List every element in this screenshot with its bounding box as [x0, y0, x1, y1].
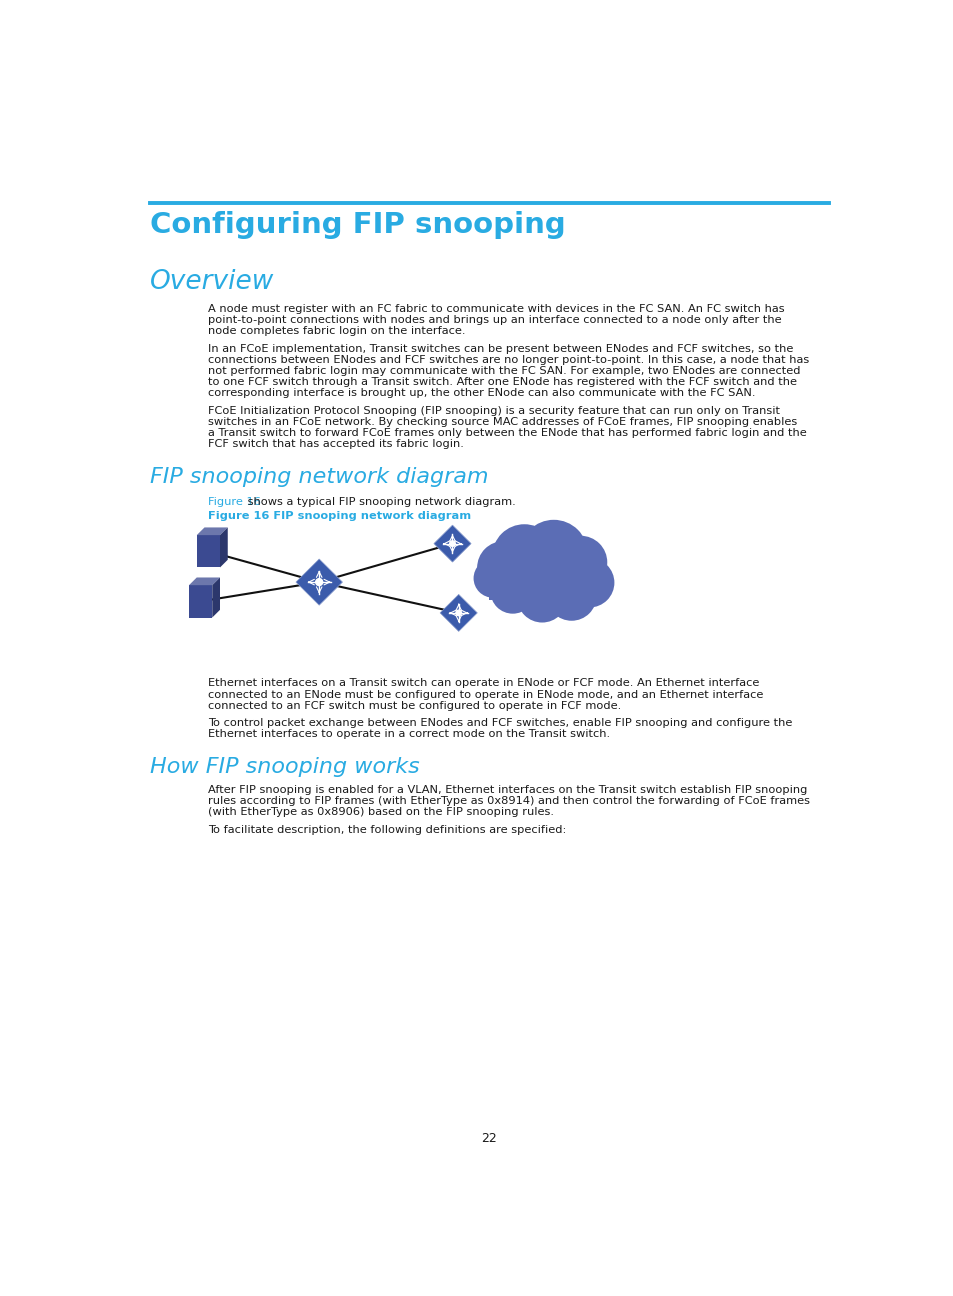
- Text: Configuring FIP snooping: Configuring FIP snooping: [150, 211, 565, 238]
- Text: Figure 16 FIP snooping network diagram: Figure 16 FIP snooping network diagram: [208, 511, 471, 521]
- Text: a Transit switch to forward FCoE frames only between the ENode that has performe: a Transit switch to forward FCoE frames …: [208, 428, 806, 438]
- Polygon shape: [439, 595, 476, 631]
- Text: Ethernet interfaces to operate in a correct mode on the Transit switch.: Ethernet interfaces to operate in a corr…: [208, 730, 610, 739]
- Circle shape: [553, 535, 607, 588]
- Text: Ethernet interfaces on a Transit switch can operate in ENode or FCF mode. An Eth: Ethernet interfaces on a Transit switch …: [208, 678, 759, 688]
- Text: connections between ENodes and FCF switches are no longer point-to-point. In thi: connections between ENodes and FCF switc…: [208, 355, 809, 365]
- Circle shape: [546, 572, 596, 621]
- Text: to one FCF switch through a Transit switch. After one ENode has registered with : to one FCF switch through a Transit swit…: [208, 377, 797, 388]
- Polygon shape: [434, 525, 471, 562]
- Circle shape: [449, 540, 455, 547]
- Text: not performed fabric login may communicate with the FC SAN. For example, two ENo: not performed fabric login may communica…: [208, 365, 800, 376]
- Circle shape: [315, 578, 322, 586]
- Text: To control packet exchange between ENodes and FCF switches, enable FIP snooping : To control packet exchange between ENode…: [208, 718, 792, 728]
- Polygon shape: [196, 527, 228, 535]
- Text: rules according to FIP frames (with EtherType as 0x8914) and then control the fo: rules according to FIP frames (with Ethe…: [208, 796, 809, 806]
- Circle shape: [473, 559, 513, 597]
- Text: (with EtherType as 0x8906) based on the FIP snooping rules.: (with EtherType as 0x8906) based on the …: [208, 807, 554, 818]
- Text: shows a typical FIP snooping network diagram.: shows a typical FIP snooping network dia…: [244, 496, 516, 507]
- Polygon shape: [189, 578, 220, 586]
- Text: connected to an ENode must be configured to operate in ENode mode, and an Ethern: connected to an ENode must be configured…: [208, 689, 763, 700]
- Circle shape: [564, 557, 614, 608]
- Text: After FIP snooping is enabled for a VLAN, Ethernet interfaces on the Transit swi: After FIP snooping is enabled for a VLAN…: [208, 785, 807, 794]
- Text: Overview: Overview: [150, 270, 274, 295]
- Circle shape: [456, 610, 461, 616]
- Text: In an FCoE implementation, Transit switches can be present between ENodes and FC: In an FCoE implementation, Transit switc…: [208, 343, 793, 354]
- Text: A node must register with an FC fabric to communicate with devices in the FC SAN: A node must register with an FC fabric t…: [208, 305, 784, 314]
- Text: To facilitate description, the following definitions are specified:: To facilitate description, the following…: [208, 824, 566, 835]
- Polygon shape: [212, 578, 220, 617]
- Text: corresponding interface is brought up, the other ENode can also communicate with: corresponding interface is brought up, t…: [208, 389, 755, 398]
- Circle shape: [517, 573, 567, 622]
- Text: How FIP snooping works: How FIP snooping works: [150, 757, 419, 778]
- Polygon shape: [295, 559, 342, 605]
- Text: FIP snooping network diagram: FIP snooping network diagram: [150, 468, 488, 487]
- Polygon shape: [220, 527, 228, 568]
- Text: point-to-point connections with nodes and brings up an interface connected to a : point-to-point connections with nodes an…: [208, 315, 781, 325]
- Bar: [196, 535, 220, 568]
- Text: node completes fabric login on the interface.: node completes fabric login on the inter…: [208, 327, 465, 337]
- Bar: [189, 586, 212, 617]
- Circle shape: [490, 569, 535, 614]
- Text: switches in an FCoE network. By checking source MAC addresses of FCoE frames, FI: switches in an FCoE network. By checking…: [208, 417, 797, 426]
- Text: FCoE Initialization Protocol Snooping (FIP snooping) is a security feature that : FCoE Initialization Protocol Snooping (F…: [208, 406, 780, 416]
- Text: connected to an FCF switch must be configured to operate in FCF mode.: connected to an FCF switch must be confi…: [208, 701, 621, 710]
- Text: 22: 22: [480, 1131, 497, 1144]
- Circle shape: [492, 525, 556, 588]
- Text: Figure 16: Figure 16: [208, 496, 261, 507]
- Circle shape: [476, 540, 530, 594]
- Bar: [488, 578, 586, 600]
- Circle shape: [519, 520, 587, 587]
- Text: FCF switch that has accepted its fabric login.: FCF switch that has accepted its fabric …: [208, 439, 464, 450]
